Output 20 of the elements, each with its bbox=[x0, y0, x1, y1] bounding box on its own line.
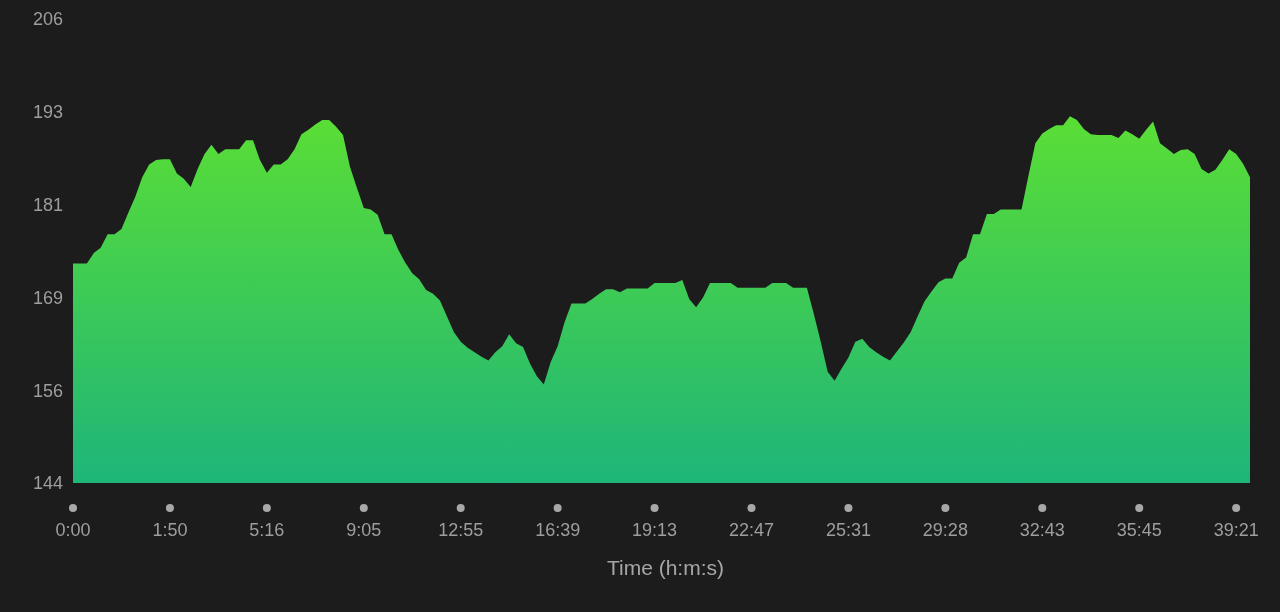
y-tick-label: 156 bbox=[32, 380, 63, 401]
y-tick-label: 193 bbox=[32, 102, 63, 123]
y-tick-label: 144 bbox=[32, 473, 63, 494]
x-tick-label: 35:45 bbox=[1116, 520, 1162, 541]
y-tick-label: 181 bbox=[32, 194, 63, 215]
x-tick-label: 12:55 bbox=[438, 520, 484, 541]
y-tick-label: 169 bbox=[32, 287, 63, 308]
x-axis-title: Time (h:m:s) bbox=[606, 556, 725, 580]
x-tick-label: 22:47 bbox=[728, 520, 775, 541]
x-tick-label: 9:05 bbox=[346, 520, 382, 541]
x-tick-label: 19:13 bbox=[632, 520, 678, 541]
x-tick-label: 29:28 bbox=[922, 520, 968, 541]
x-tick-label: 1:50 bbox=[152, 520, 188, 541]
x-tick-label: 39:21 bbox=[1213, 520, 1259, 541]
x-tick-label: 32:43 bbox=[1019, 520, 1065, 541]
x-tick-label: 25:31 bbox=[825, 520, 871, 541]
x-tick-label: 0:00 bbox=[55, 520, 91, 541]
y-tick-label: 206 bbox=[32, 9, 63, 30]
x-tick-label: 16:39 bbox=[535, 520, 581, 541]
x-tick-label: 5:16 bbox=[249, 520, 285, 541]
